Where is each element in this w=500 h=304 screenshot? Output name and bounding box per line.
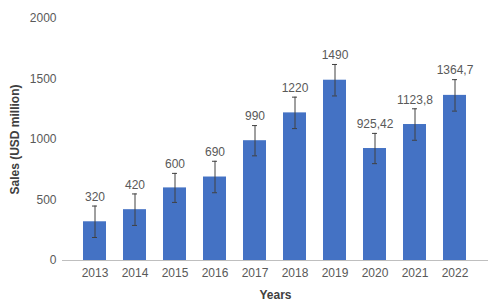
svg-text:Years: Years xyxy=(259,288,291,302)
svg-text:925,42: 925,42 xyxy=(357,117,394,131)
svg-text:2014: 2014 xyxy=(122,266,149,280)
svg-text:600: 600 xyxy=(165,157,185,171)
svg-text:420: 420 xyxy=(125,178,145,192)
svg-text:1000: 1000 xyxy=(30,132,57,146)
svg-text:320: 320 xyxy=(85,190,105,204)
svg-text:500: 500 xyxy=(36,193,56,207)
svg-text:2021: 2021 xyxy=(402,266,429,280)
svg-text:2016: 2016 xyxy=(202,266,229,280)
svg-text:1220: 1220 xyxy=(282,81,309,95)
svg-text:1123,8: 1123,8 xyxy=(397,93,433,107)
svg-text:690: 690 xyxy=(205,145,225,159)
svg-text:2017: 2017 xyxy=(242,266,269,280)
svg-text:2022: 2022 xyxy=(442,266,469,280)
svg-text:1490: 1490 xyxy=(322,48,349,62)
svg-text:2020: 2020 xyxy=(362,266,389,280)
svg-text:2019: 2019 xyxy=(322,266,349,280)
svg-text:1364,7: 1364,7 xyxy=(437,63,474,77)
svg-text:2018: 2018 xyxy=(282,266,309,280)
svg-text:990: 990 xyxy=(245,109,265,123)
svg-text:2015: 2015 xyxy=(162,266,189,280)
svg-text:Sales (USD million): Sales (USD million) xyxy=(8,84,22,194)
svg-text:2000: 2000 xyxy=(30,11,57,25)
svg-text:2013: 2013 xyxy=(82,266,109,280)
svg-text:0: 0 xyxy=(50,253,57,267)
svg-text:1500: 1500 xyxy=(30,72,57,86)
